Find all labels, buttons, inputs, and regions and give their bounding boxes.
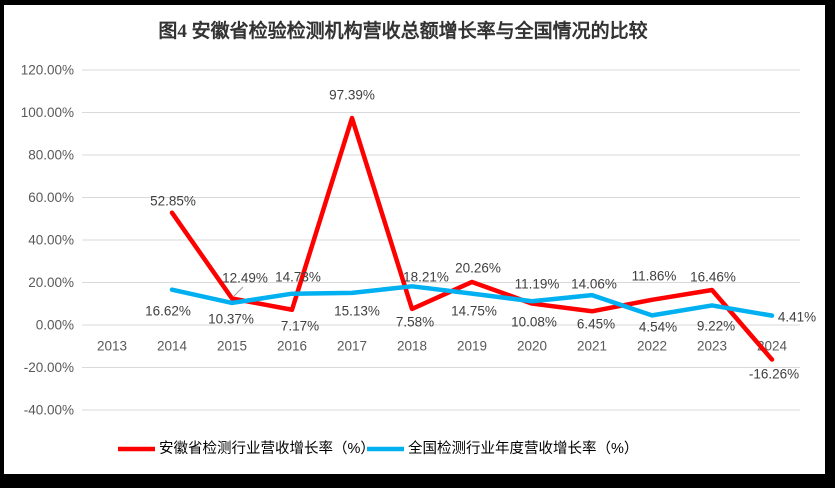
data-label: 18.21% [403, 270, 449, 285]
x-axis-label: 2014 [157, 339, 188, 354]
legend-item-national: 全国检测行业年度营收增长率（%） [408, 439, 638, 457]
y-axis: 120.00% 100.00% 80.00% 60.00% 40.00% 20.00% 0.… [21, 63, 74, 418]
data-label: 97.39% [329, 88, 375, 103]
y-axis-label: -40.00% [24, 403, 74, 418]
data-label: 6.45% [577, 317, 615, 332]
data-label: 16.46% [690, 270, 736, 285]
national-series-line [169, 284, 775, 318]
x-axis-label: 2015 [217, 339, 247, 354]
data-label: 52.85% [150, 194, 196, 209]
data-label: 9.22% [697, 319, 735, 334]
y-axis-label: 20.00% [28, 275, 74, 290]
anhui-series-line [169, 115, 775, 362]
data-label: 20.26% [455, 261, 501, 276]
data-label: 10.08% [511, 315, 557, 330]
x-axis-label: 2020 [517, 339, 547, 354]
data-labels: 52.85% 12.49% 7.17% 97.39% 7.58% 20.26% 10.08%… [145, 88, 816, 382]
label-leader-line [233, 286, 244, 297]
data-label: 14.06% [571, 277, 617, 292]
legend-item-anhui: 安徽省检测行业营收增长率（%） [159, 440, 375, 457]
data-label: 14.73% [275, 270, 321, 285]
x-axis-label: 2019 [457, 339, 487, 354]
data-label: 4.54% [639, 320, 677, 335]
legend: 安徽省检测行业营收增长率（%） 全国检测行业年度营收增长率（%） [118, 439, 638, 457]
data-label: 11.19% [515, 277, 560, 292]
series-lines [169, 115, 775, 362]
data-label: 16.62% [145, 304, 191, 319]
data-label: 7.17% [281, 319, 319, 334]
y-axis-label: 60.00% [28, 190, 74, 205]
x-axis-label: 2022 [637, 339, 667, 354]
data-label: -16.26% [749, 367, 799, 382]
y-axis-label: 0.00% [36, 318, 74, 333]
data-label: 10.37% [208, 312, 254, 327]
gridlines [82, 69, 800, 411]
y-axis-label: 40.00% [28, 233, 74, 248]
data-label: 12.49% [222, 271, 268, 286]
data-label: 14.75% [451, 304, 497, 319]
x-axis-label: 2016 [277, 339, 307, 354]
y-axis-label: 100.00% [21, 105, 74, 120]
y-axis-label: -20.00% [24, 360, 74, 375]
y-axis-label: 80.00% [28, 148, 74, 163]
data-label: 15.13% [334, 304, 380, 319]
x-axis-label: 2017 [337, 339, 367, 354]
x-axis-label: 2023 [697, 339, 727, 354]
x-axis: 2013 2014 2015 2016 2017 2018 2019 2020 2021 2022… [97, 339, 788, 354]
y-axis-label: 120.00% [21, 63, 74, 78]
chart-title: 图4 安徽省检验检测机构营收总额增长率与全国情况的比较 [158, 19, 647, 42]
x-axis-label: 2013 [97, 339, 127, 354]
data-label: 11.86% [632, 269, 677, 284]
data-label: 4.41% [778, 310, 816, 325]
data-label: 7.58% [396, 315, 434, 330]
x-axis-label: 2018 [397, 339, 427, 354]
x-axis-label: 2021 [577, 339, 607, 354]
